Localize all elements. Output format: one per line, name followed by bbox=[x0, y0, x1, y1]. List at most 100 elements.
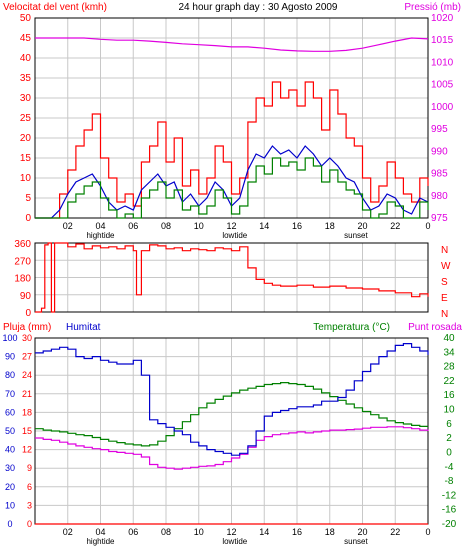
dewpoint-line bbox=[35, 426, 429, 470]
plot-frame bbox=[34, 17, 429, 219]
compass-letter: N bbox=[441, 309, 448, 320]
x-tick-label: 0 bbox=[425, 221, 430, 231]
humidity-axis-title: Humitat bbox=[66, 322, 101, 333]
compass-letter: S bbox=[441, 277, 448, 288]
y-left-tick: 45 bbox=[20, 33, 32, 44]
x-tick-label: 12 bbox=[226, 221, 236, 231]
x-tick-label: 16 bbox=[292, 221, 302, 231]
humidity-line bbox=[35, 343, 429, 456]
humidity-tick: 0 bbox=[7, 519, 12, 529]
gust-line bbox=[35, 81, 429, 219]
humidity-tick: 100 bbox=[2, 333, 17, 343]
y-right-tick: 1010 bbox=[431, 57, 454, 68]
left-axis-title: Velocitat del vent (kmh) bbox=[3, 2, 107, 13]
y-right-tick: 985 bbox=[431, 169, 448, 180]
rain-axis-title: Pluja (mm) bbox=[3, 322, 51, 333]
x-annotation: hightide bbox=[86, 231, 115, 240]
rain-tick: 30 bbox=[22, 333, 32, 343]
x-tick-label: 08 bbox=[161, 221, 171, 231]
y-left-tick: 40 bbox=[20, 53, 32, 64]
wind-direction-line bbox=[35, 242, 429, 313]
rain-tick: 0 bbox=[27, 519, 32, 529]
temperature-tick: 40 bbox=[443, 333, 455, 344]
y-left-tick: 30 bbox=[20, 93, 32, 104]
x-tick-label: 22 bbox=[390, 221, 400, 231]
rain-tick: 27 bbox=[22, 352, 32, 362]
rain-tick: 24 bbox=[22, 370, 32, 380]
right-axis-title: Pressió (mb) bbox=[404, 2, 461, 13]
temperature-tick: 2 bbox=[446, 433, 452, 444]
y-left-tick: 20 bbox=[20, 133, 32, 144]
y-left-tick: 10 bbox=[20, 173, 32, 184]
temperature-tick: 10 bbox=[443, 405, 455, 416]
x-tick-label: 20 bbox=[357, 221, 367, 231]
temperature-tick: -20 bbox=[442, 519, 457, 530]
temperature-tick: 28 bbox=[443, 362, 455, 373]
rain-tick: 9 bbox=[27, 463, 32, 473]
y-left-tick: 270 bbox=[14, 256, 31, 267]
temp-humidity-panel: Pluja (mm) Humitat Temperatura (°C) Punt ro… bbox=[2, 322, 462, 546]
humidity-tick: 40 bbox=[5, 445, 15, 455]
y-right-tick: 990 bbox=[431, 146, 448, 157]
x-tick-label: 22 bbox=[390, 527, 400, 537]
humidity-tick: 70 bbox=[5, 389, 15, 399]
x-tick-label: 12 bbox=[226, 527, 236, 537]
compass-letter: E bbox=[441, 293, 448, 304]
y-left-tick: 90 bbox=[20, 291, 32, 302]
y-right-tick: 1005 bbox=[431, 80, 454, 91]
x-tick-label: 18 bbox=[325, 527, 335, 537]
dewpoint-axis-title: Punt rosada bbox=[408, 322, 462, 333]
rain-tick: 21 bbox=[22, 389, 32, 399]
rain-tick: 6 bbox=[27, 482, 32, 492]
temperature-tick: 34 bbox=[443, 347, 455, 358]
x-tick-label: 04 bbox=[95, 221, 105, 231]
rain-tick: 12 bbox=[22, 445, 32, 455]
humidity-tick: 20 bbox=[5, 482, 15, 492]
x-tick-label: 02 bbox=[63, 527, 73, 537]
temperature-tick: -12 bbox=[442, 490, 457, 501]
y-right-tick: 1020 bbox=[431, 13, 454, 24]
y-left-tick: 0 bbox=[25, 213, 31, 224]
x-tick-label: 16 bbox=[292, 527, 302, 537]
y-left-tick: 25 bbox=[20, 113, 32, 124]
wind-pressure-panel: Velocitat del vent (kmh) 24 hour graph da… bbox=[3, 2, 461, 240]
x-tick-label: 0 bbox=[425, 527, 430, 537]
rain-tick: 15 bbox=[22, 426, 32, 436]
pressure-line bbox=[35, 37, 429, 52]
humidity-tick: 10 bbox=[5, 500, 15, 510]
x-annotation: sunset bbox=[344, 537, 368, 546]
x-annotation: lowtide bbox=[222, 231, 247, 240]
x-annotation: sunset bbox=[344, 231, 368, 240]
y-right-tick: 975 bbox=[431, 213, 448, 224]
y-left-tick: 0 bbox=[25, 308, 31, 319]
temperature-line bbox=[35, 382, 428, 447]
humidity-tick: 80 bbox=[5, 370, 15, 380]
y-left-tick: 5 bbox=[25, 193, 31, 204]
wind-line bbox=[35, 157, 429, 219]
plot-frame bbox=[34, 242, 429, 313]
y-left-tick: 360 bbox=[14, 239, 31, 250]
humidity-tick: 60 bbox=[5, 407, 15, 417]
y-right-tick: 1015 bbox=[431, 35, 454, 46]
x-annotation: hightide bbox=[86, 537, 115, 546]
x-annotation: lowtide bbox=[222, 537, 247, 546]
temperature-tick: 6 bbox=[446, 419, 452, 430]
x-tick-label: 20 bbox=[357, 527, 367, 537]
y-left-tick: 180 bbox=[14, 274, 31, 285]
y-right-tick: 980 bbox=[431, 191, 448, 202]
x-tick-label: 10 bbox=[194, 527, 204, 537]
temperature-axis-title: Temperatura (°C) bbox=[313, 322, 390, 333]
temperature-tick: -16 bbox=[442, 505, 457, 516]
temperature-tick: 16 bbox=[443, 390, 455, 401]
x-tick-label: 14 bbox=[259, 221, 269, 231]
compass-letter: W bbox=[441, 261, 451, 272]
x-tick-label: 08 bbox=[161, 527, 171, 537]
temperature-tick: -4 bbox=[445, 462, 454, 473]
compass-letter: N bbox=[441, 245, 448, 256]
y-right-tick: 995 bbox=[431, 124, 448, 135]
x-tick-label: 14 bbox=[259, 527, 269, 537]
temperature-tick: 0 bbox=[446, 447, 452, 458]
rain-tick: 18 bbox=[22, 407, 32, 417]
